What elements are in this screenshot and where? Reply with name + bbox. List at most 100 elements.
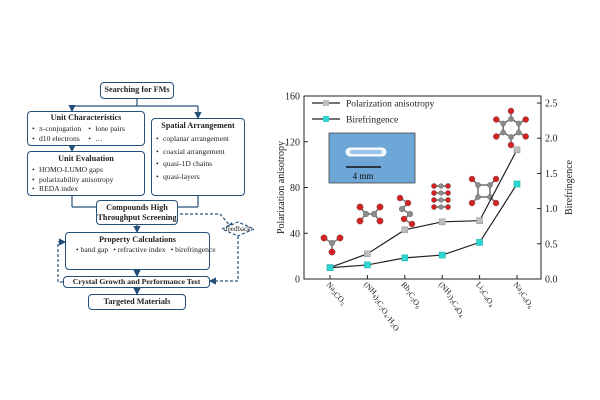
oxygen-atom: [445, 197, 451, 203]
carbon-atom: [329, 239, 336, 246]
unit-eval-item: polarizability anisotropy: [32, 175, 141, 185]
x-tick-label: (NH2)2C4O4: [431, 280, 471, 320]
feedback-label: feedback: [225, 225, 251, 233]
x-tick-label: Na2CO3: [322, 280, 350, 308]
spatial-item: coplanar arrangement: [156, 134, 241, 144]
x-tick-label: (NH4)2C2O4·H2O: [355, 280, 408, 333]
unit-char-item: d10 electrons: [32, 134, 81, 144]
point-birefringence: [513, 180, 521, 188]
property-item-text: birefringence: [175, 245, 216, 255]
point-birefringence: [364, 261, 371, 269]
carbon-atom: [438, 204, 444, 210]
unit-char-item: …: [88, 134, 125, 144]
inset-background: [328, 132, 416, 184]
crystal-image-inner: [350, 150, 382, 154]
y2-tick-label: 0.0: [545, 275, 558, 286]
property-item: • birefringence: [170, 245, 216, 255]
oxygen-atom: [404, 199, 412, 207]
point-polarization: [364, 250, 371, 258]
unit-characteristics-box: Unit Characteristics π-conjugation d10 e…: [27, 111, 145, 146]
carbon-atom: [399, 205, 406, 212]
x-tick-label: Rb2C2O6: [395, 280, 426, 311]
carbon-atom: [407, 210, 414, 217]
oxygen-atom: [431, 190, 437, 196]
y2-axis-label: Birefringence: [564, 159, 575, 215]
oxygen-atom: [468, 175, 476, 183]
y-tick-label: 80: [290, 183, 300, 194]
carbon-atom: [475, 194, 481, 200]
series-line-birefringence: [329, 183, 518, 269]
oxygen-atom: [431, 204, 437, 210]
carbon-atom: [438, 183, 444, 189]
oxygen-atom: [445, 190, 451, 196]
carbon-atom: [438, 197, 444, 203]
oxygen-atom: [376, 217, 384, 225]
oxygen-atom: [396, 194, 404, 202]
oxygen-atom: [336, 234, 344, 242]
series-line-polarization: [329, 149, 518, 269]
property-calculations-title: Property Calculations: [99, 235, 176, 244]
point-polarization: [476, 217, 483, 224]
chart-legend: Polarization anisotropy Birefringence: [312, 100, 435, 126]
y2-tick-label: 1.0: [545, 204, 558, 215]
point-polarization: [513, 146, 521, 154]
carbon-atom: [438, 190, 444, 196]
property-item-text: refractive index: [117, 245, 166, 255]
oxygen-atom: [522, 116, 529, 123]
oxygen-atom: [507, 107, 515, 115]
targeted-materials-label: Targeted Materials: [103, 296, 171, 306]
crystal-growth-label: Crystal Growth and Performance Test: [72, 277, 201, 287]
scale-label: 4 mm: [353, 171, 374, 181]
oxygen-atom: [493, 133, 500, 140]
oxygen-atom: [356, 203, 364, 211]
unit-evaluation-box: Unit Evaluation HOMO-LUMO gaps polarizab…: [27, 151, 145, 196]
carbon-atom: [515, 120, 522, 127]
property-item: • band gap: [76, 245, 109, 255]
y-tick-label: 120: [285, 137, 300, 148]
y2-tick-label: 1.5: [545, 169, 558, 180]
chart-axes: 0 40 80 120 160 0.0 0.5 1.0 1.5 2.0 2.5 Polarizatio…: [276, 92, 575, 334]
spatial-item: quasi-layers: [156, 172, 241, 182]
point-polarization: [401, 226, 409, 234]
property-item-text: band gap: [80, 245, 109, 255]
spatial-arrangement-box: Spatial Arrangement coplanar arrangement…: [151, 118, 245, 196]
oxygen-atom: [445, 204, 451, 210]
oxygen-atom: [468, 199, 476, 207]
unit-characteristics-title: Unit Characteristics: [50, 113, 122, 122]
point-birefringence: [326, 264, 334, 272]
oxygen-atom: [320, 234, 328, 242]
oxygen-atom: [492, 175, 500, 183]
carbon-atom: [363, 210, 370, 217]
point-polarization: [438, 218, 446, 226]
point-birefringence: [401, 254, 409, 262]
search-fms-box: Searching for FMs: [100, 82, 174, 99]
carbon-atom: [475, 182, 481, 188]
carbon-atom: [515, 129, 522, 136]
oxygen-atom: [400, 215, 408, 223]
oxygen-atom: [356, 217, 364, 225]
x-tick-label: Li2C4O4: [470, 280, 500, 310]
y-tick-label: 0: [295, 275, 300, 286]
spatial-arrangement-title: Spatial Arrangement: [161, 121, 235, 130]
legend-label: Birefringence: [346, 115, 398, 126]
carbon-atom: [500, 129, 507, 136]
legend-marker: [323, 100, 329, 106]
carbon-atom: [500, 120, 507, 127]
oxygen-atom: [493, 116, 500, 123]
unit-eval-item: HOMO-LUMO gaps: [32, 165, 141, 175]
unit-char-item: lone pairs: [88, 124, 125, 134]
unit-eval-item: REDA index: [32, 184, 141, 194]
targeted-materials-box: Targeted Materials: [88, 294, 186, 310]
legend-label: Polarization anisotropy: [346, 100, 435, 110]
y-tick-label: 160: [285, 92, 300, 103]
carbon-atom: [508, 116, 514, 122]
carbon-atom: [371, 210, 378, 217]
carbon-atom: [487, 182, 493, 188]
carbon-atom: [508, 134, 514, 140]
search-fms-label: Searching for FMs: [104, 85, 170, 95]
y2-tick-label: 2.0: [545, 134, 558, 145]
property-calculations-box: Property Calculations • band gap • refra…: [65, 232, 216, 270]
oxygen-atom: [376, 203, 384, 211]
crystal-photo-inset: 4 mm: [328, 132, 416, 184]
